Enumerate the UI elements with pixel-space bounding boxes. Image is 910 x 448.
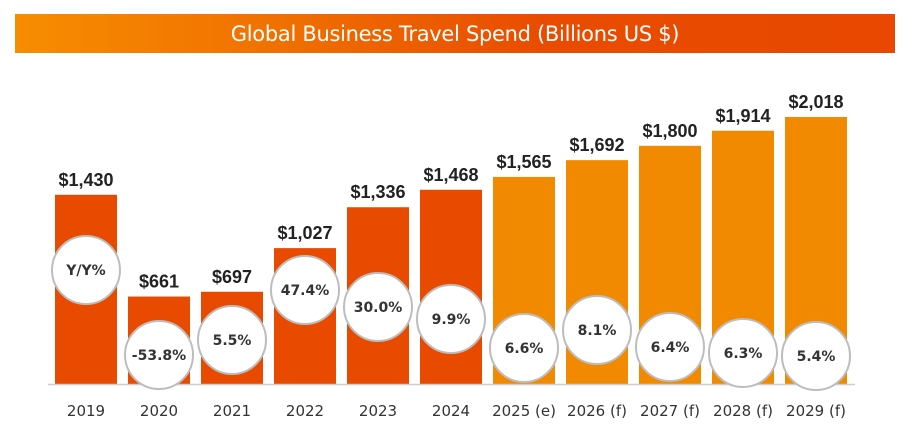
category-label: 2025 (e) [492, 402, 556, 420]
yoy-label: 47.4% [281, 283, 330, 299]
category-label: 2021 [213, 402, 251, 420]
yoy-bubble [635, 312, 705, 382]
yoy-label: 8.1% [578, 323, 617, 339]
category-label: 2022 [286, 402, 324, 420]
yoy-bubble [562, 295, 632, 365]
yoy-bubble [270, 255, 340, 325]
value-label: $697 [212, 267, 252, 287]
yoy-bubble [51, 235, 121, 305]
value-label: $2,018 [788, 92, 843, 112]
yoy-bubble [124, 320, 194, 390]
yoy-label: Y/Y% [65, 263, 105, 279]
value-label: $1,565 [496, 152, 551, 172]
yoy-bubble [197, 305, 267, 375]
value-label: $1,914 [715, 106, 770, 126]
value-label: $661 [139, 272, 179, 292]
yoy-bubble [416, 284, 486, 354]
category-label: 2028 (f) [713, 402, 773, 420]
yoy-label: -53.8% [132, 348, 186, 364]
yoy-bubble [708, 318, 778, 388]
yoy-label: 30.0% [354, 300, 403, 316]
category-label: 2027 (f) [640, 402, 700, 420]
value-label: $1,027 [277, 223, 332, 243]
chart-title-banner: Global Business Travel Spend (Billions U… [15, 14, 895, 53]
category-label: 2029 (f) [786, 402, 846, 420]
yoy-label: 6.4% [651, 340, 690, 356]
category-label: 2024 [432, 402, 470, 420]
category-label: 2023 [359, 402, 397, 420]
category-label: 2019 [67, 402, 105, 420]
value-label: $1,430 [58, 170, 113, 190]
yoy-label: 6.6% [505, 341, 544, 357]
category-label: 2026 (f) [567, 402, 627, 420]
value-label: $1,692 [569, 135, 624, 155]
value-label: $1,468 [423, 165, 478, 185]
yoy-bubble [489, 313, 559, 383]
yoy-label: 5.4% [797, 349, 836, 365]
category-label: 2020 [140, 402, 178, 420]
chart-title: Global Business Travel Spend (Billions U… [230, 21, 680, 46]
value-label: $1,336 [350, 182, 405, 202]
yoy-label: 6.3% [724, 346, 763, 362]
yoy-label: 9.9% [432, 312, 471, 328]
yoy-label: 5.5% [213, 333, 252, 349]
yoy-bubble [781, 321, 851, 391]
yoy-bubble [343, 272, 413, 342]
value-label: $1,800 [642, 121, 697, 141]
